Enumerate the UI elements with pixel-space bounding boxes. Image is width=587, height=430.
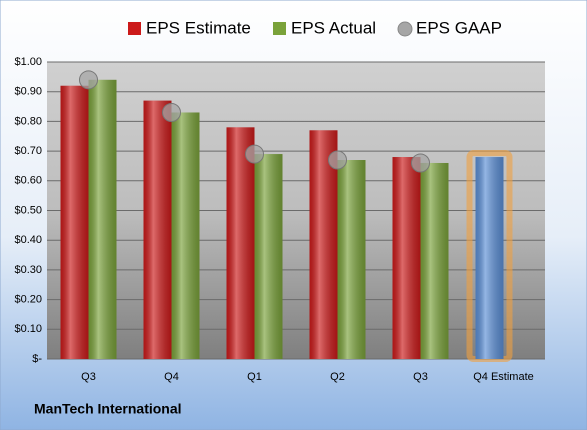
y-tick-label: $- — [32, 353, 42, 365]
x-tick-label: Q3 — [81, 371, 96, 383]
y-tick-label: $0.40 — [14, 234, 42, 246]
y-tick-label: $1.00 — [14, 56, 42, 68]
y-tick-label: $0.20 — [14, 294, 42, 306]
bar — [254, 154, 283, 359]
y-tick-label: $0.70 — [14, 145, 42, 157]
legend-label: EPS Actual — [291, 18, 376, 37]
footer: ManTech International — [34, 401, 182, 417]
legend-marker — [128, 22, 141, 35]
x-tick-label: Q1 — [247, 371, 262, 383]
bar — [88, 79, 117, 359]
bar — [143, 100, 172, 360]
bar — [171, 112, 200, 360]
y-tick-label: $0.30 — [14, 264, 42, 276]
x-tick-label: Q4 Estimate — [473, 371, 534, 383]
legend-label: EPS Estimate — [146, 18, 251, 37]
gaap-marker — [162, 102, 181, 122]
x-tick-label: Q3 — [413, 371, 428, 383]
bar — [420, 162, 449, 359]
y-tick-label: $0.10 — [14, 323, 42, 335]
y-tick-label: $0.90 — [14, 86, 42, 98]
gaap-marker — [79, 70, 98, 90]
gaap-marker — [328, 150, 347, 170]
gaap-marker — [245, 144, 264, 164]
bar — [60, 85, 89, 359]
y-tick-label: $0.60 — [14, 175, 42, 187]
bar — [475, 157, 504, 359]
x-tick-label: Q2 — [330, 371, 345, 383]
bar — [392, 157, 421, 359]
bar — [337, 160, 366, 359]
y-tick-label: $0.80 — [14, 115, 42, 127]
y-tick-label: $0.50 — [14, 204, 42, 216]
legend-marker — [397, 21, 413, 37]
gaap-marker — [411, 153, 430, 173]
legend-marker — [273, 22, 286, 35]
legend-label: EPS GAAP — [416, 18, 502, 37]
x-tick-label: Q4 — [164, 371, 179, 383]
